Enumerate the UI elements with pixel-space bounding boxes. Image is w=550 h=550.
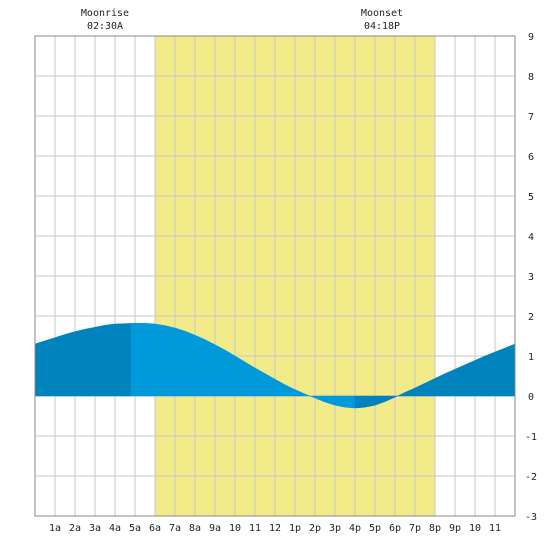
y-tick-label: 0 (528, 392, 534, 403)
tide-area-light (130, 322, 356, 409)
y-tick-label: 2 (528, 312, 534, 323)
x-tick-label: 1p (289, 523, 301, 534)
x-tick-label: 11 (489, 523, 501, 534)
x-tick-label: 6a (149, 523, 161, 534)
y-tick-label: 1 (528, 352, 534, 363)
x-tick-label: 9p (449, 523, 461, 534)
x-tick-label: 8p (429, 523, 441, 534)
moonset-time: 04:18P (364, 21, 400, 32)
y-tick-label: -2 (525, 472, 537, 483)
tide-area-dark (34, 323, 132, 397)
x-tick-label: 10 (469, 523, 481, 534)
x-tick-label: 7a (169, 523, 181, 534)
y-tick-label: 9 (528, 32, 534, 43)
x-tick-label: 5a (129, 523, 141, 534)
x-tick-label: 5p (369, 523, 381, 534)
moonset-label: Moonset (361, 8, 403, 19)
moonrise-label: Moonrise (81, 8, 129, 19)
x-tick-label: 1a (49, 523, 61, 534)
y-tick-label: 3 (528, 272, 534, 283)
x-tick-label: 8a (189, 523, 201, 534)
y-tick-label: -1 (525, 432, 537, 443)
x-tick-label: 4a (109, 523, 121, 534)
x-tick-label: 12 (269, 523, 281, 534)
y-tick-label: 4 (528, 232, 534, 243)
x-tick-label: 2p (309, 523, 321, 534)
x-tick-label: 9a (209, 523, 221, 534)
x-tick-label: 2a (69, 523, 81, 534)
x-tick-label: 3p (329, 523, 341, 534)
x-tick-label: 10 (229, 523, 241, 534)
plot-frame (34, 35, 516, 517)
x-tick-label: 11 (249, 523, 261, 534)
tide-area-dark (414, 343, 516, 397)
x-tick-label: 4p (349, 523, 361, 534)
x-tick-label: 6p (389, 523, 401, 534)
x-tick-label: 7p (409, 523, 421, 534)
y-tick-label: 5 (528, 192, 534, 203)
y-tick-label: 7 (528, 112, 534, 123)
moonrise-time: 02:30A (87, 21, 123, 32)
y-tick-label: 8 (528, 72, 534, 83)
x-tick-label: 3a (89, 523, 101, 534)
y-tick-label: -3 (525, 512, 537, 523)
y-tick-label: 6 (528, 152, 534, 163)
